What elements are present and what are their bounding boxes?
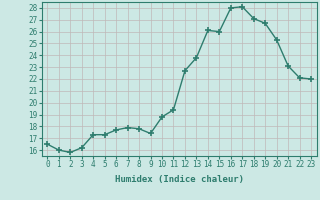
X-axis label: Humidex (Indice chaleur): Humidex (Indice chaleur) [115, 175, 244, 184]
